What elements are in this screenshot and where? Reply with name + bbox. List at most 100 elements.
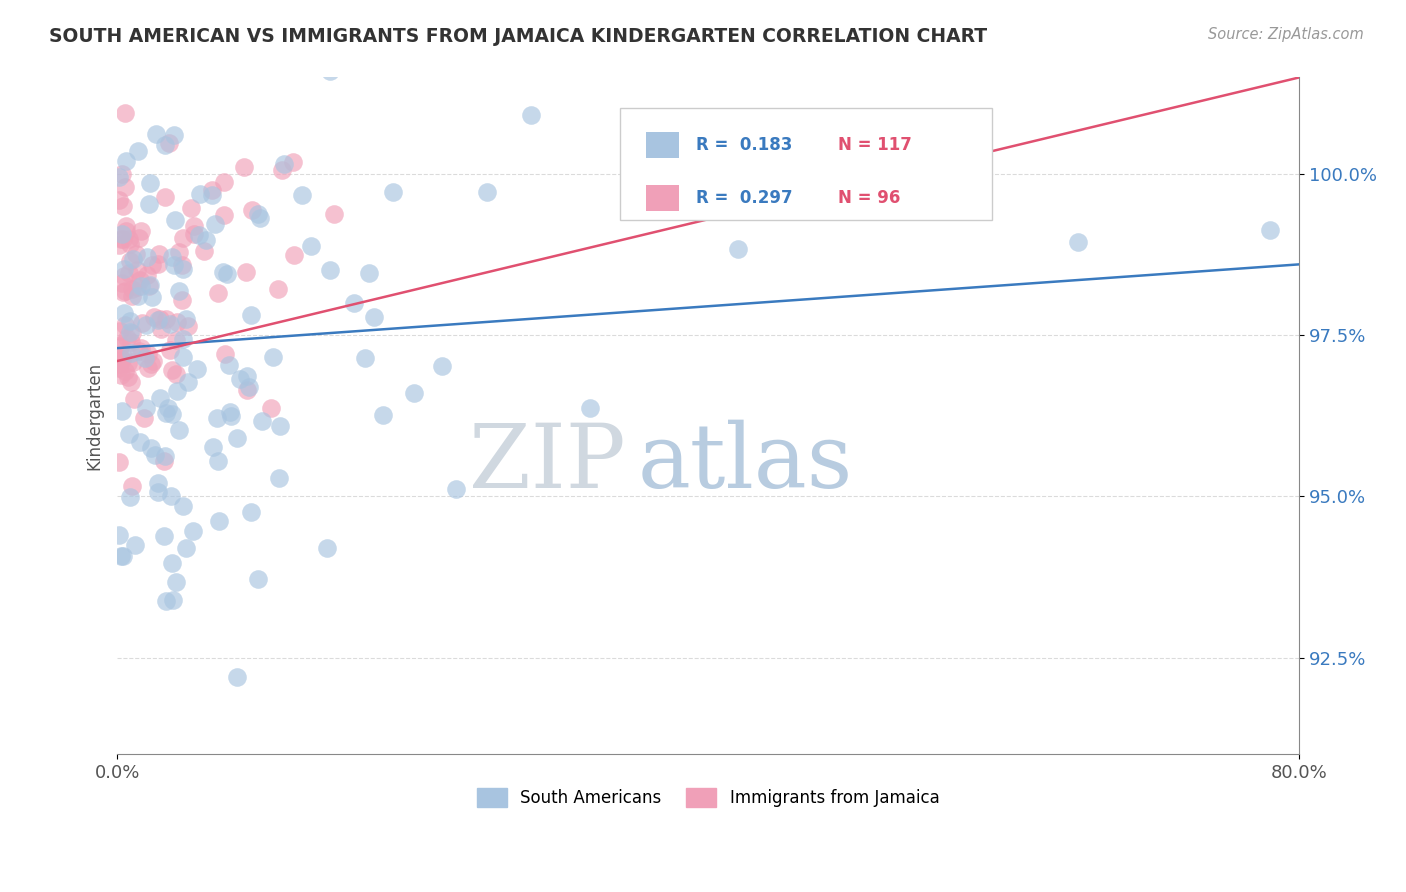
Point	[138, 361, 160, 376]
Point	[727, 242, 749, 256]
Point	[167, 423, 190, 437]
Point	[141, 259, 163, 273]
Point	[382, 185, 405, 199]
Point	[110, 549, 132, 563]
Point	[107, 528, 129, 542]
Point	[120, 345, 142, 359]
Point	[121, 326, 143, 341]
Point	[172, 261, 194, 276]
Point	[118, 231, 141, 245]
Point	[520, 108, 543, 122]
Point	[163, 128, 186, 142]
Point	[162, 556, 184, 570]
Point	[186, 361, 208, 376]
Point	[138, 278, 160, 293]
Point	[111, 232, 134, 246]
Point	[112, 285, 135, 300]
Point	[114, 364, 136, 378]
Point	[139, 441, 162, 455]
Point	[122, 252, 145, 266]
Point	[177, 318, 200, 333]
Point	[127, 144, 149, 158]
Point	[160, 29, 183, 44]
Point	[236, 383, 259, 397]
Point	[444, 482, 467, 496]
Point	[226, 669, 249, 683]
Point	[271, 163, 294, 178]
Point	[148, 475, 170, 490]
Point	[108, 340, 131, 354]
Point	[118, 236, 141, 251]
Point	[136, 250, 159, 264]
Point	[127, 263, 149, 277]
Point	[120, 375, 142, 389]
Point	[214, 347, 236, 361]
Point	[205, 411, 228, 425]
Point	[240, 505, 263, 519]
Y-axis label: Kindergarten: Kindergarten	[86, 362, 103, 470]
Point	[114, 180, 136, 194]
Point	[212, 209, 235, 223]
Point	[172, 332, 194, 346]
Point	[112, 261, 135, 276]
Point	[153, 137, 176, 152]
Point	[155, 593, 177, 607]
Point	[579, 401, 602, 416]
Point	[162, 250, 184, 264]
Point	[149, 321, 172, 335]
Point	[157, 136, 180, 150]
Point	[267, 471, 290, 485]
Point	[108, 455, 131, 469]
Point	[201, 188, 224, 202]
Point	[263, 350, 285, 364]
Point	[114, 153, 136, 168]
Point	[135, 401, 157, 415]
Point	[250, 414, 273, 428]
Point	[117, 369, 139, 384]
Point	[316, 541, 339, 555]
Point	[319, 263, 342, 277]
Point	[118, 491, 141, 505]
Point	[115, 331, 138, 345]
Point	[359, 267, 381, 281]
Point	[218, 359, 240, 373]
Point	[120, 334, 142, 349]
Point	[127, 289, 149, 303]
Text: atlas: atlas	[637, 419, 852, 507]
Point	[145, 127, 167, 141]
Point	[132, 410, 155, 425]
Point	[363, 310, 385, 324]
Point	[343, 296, 366, 310]
Point	[142, 353, 165, 368]
Point	[371, 408, 394, 422]
Point	[139, 277, 162, 292]
Text: N = 96: N = 96	[838, 189, 901, 207]
Point	[281, 155, 304, 169]
Point	[218, 405, 240, 419]
Point	[165, 367, 187, 381]
Point	[238, 380, 260, 394]
Point	[149, 311, 172, 326]
Point	[115, 219, 138, 233]
Point	[273, 157, 295, 171]
Point	[112, 306, 135, 320]
Point	[112, 268, 135, 283]
Point	[299, 239, 322, 253]
Point	[143, 310, 166, 325]
Point	[129, 435, 152, 450]
Point	[134, 351, 156, 365]
Point	[1258, 223, 1281, 237]
Point	[172, 499, 194, 513]
Point	[155, 405, 177, 419]
Point	[111, 227, 134, 241]
Point	[112, 351, 135, 365]
Point	[165, 574, 187, 589]
Point	[652, 160, 675, 174]
Point	[148, 312, 170, 326]
Point	[110, 368, 132, 382]
Point	[139, 176, 162, 190]
Point	[354, 351, 377, 365]
Bar	[645, 132, 679, 158]
Point	[174, 311, 197, 326]
Point	[153, 454, 176, 468]
